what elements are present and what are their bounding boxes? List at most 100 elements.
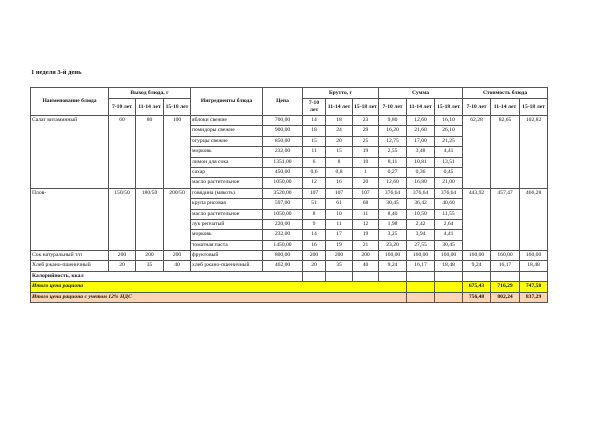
- total-vat-value: 756,48: [462, 291, 492, 304]
- ingredient-brutto: 19: [352, 229, 380, 241]
- dish-yield: 150/50: [108, 187, 136, 252]
- header-cost: Стоимость блюда: [462, 87, 549, 99]
- total-value: 675,43: [462, 281, 492, 293]
- dish-cost: 160,00: [490, 250, 521, 262]
- dish-cost: 9,24: [462, 260, 492, 272]
- dish-yield: 100: [162, 115, 192, 189]
- ingredient-name: масло растительное: [190, 177, 264, 189]
- ingredient-name: морковь: [190, 146, 264, 158]
- ingredient-sum: 9,24: [378, 260, 408, 272]
- ingredient-sum: 21,25: [434, 135, 464, 148]
- ingredient-price: 800,00: [262, 250, 304, 262]
- ingredient-brutto: 14: [302, 229, 327, 241]
- ingredient-sum: 21,60: [406, 125, 436, 137]
- dish-cost: 82,65: [490, 115, 521, 189]
- ingredient-price: 700,00: [262, 114, 304, 127]
- header-age-yield: 11-14 лет: [135, 98, 164, 116]
- empty-cell: [434, 281, 464, 293]
- dish-cost: 102,82: [519, 115, 549, 189]
- dish-name: Салат витаминный: [30, 115, 109, 189]
- header-ingredients: Ингредиенты блюда: [190, 87, 264, 116]
- ingredient-sum: 23,20: [378, 239, 408, 252]
- ingredient-brutto: 35: [325, 260, 354, 272]
- calories-cell: [406, 270, 436, 283]
- ingredient-price: 597,00: [262, 198, 304, 210]
- ingredient-price: 1050,00: [262, 208, 304, 220]
- ingredient-sum: 4,41: [434, 146, 464, 158]
- header-age-sum: 7-10 лет: [378, 98, 408, 116]
- ingredient-sum: 376,64: [378, 187, 408, 200]
- ingredient-sum: 16,20: [378, 125, 408, 137]
- header-yield: Выход блюда, г: [107, 87, 192, 99]
- ingredient-sum: 160,00: [378, 250, 408, 262]
- ingredient-brutto: 21: [352, 239, 380, 252]
- calories-cell: [434, 270, 464, 283]
- ingredient-brutto: 23: [352, 114, 380, 127]
- ingredient-name: морковь: [190, 229, 264, 241]
- total-vat-label: Итого цена рациона с учетом 12% НДС: [29, 291, 408, 304]
- ingredient-brutto: 68: [352, 198, 380, 210]
- ingredient-brutto: 19: [352, 146, 380, 158]
- dish-cost: 16,17: [490, 260, 521, 272]
- ingredient-sum: 13,51: [434, 156, 464, 168]
- empty-cell: [406, 281, 436, 293]
- ingredient-brutto: 14: [302, 114, 327, 127]
- ingredient-brutto: 16: [302, 239, 327, 252]
- ingredient-brutto: 18: [302, 125, 327, 137]
- ingredient-sum: 11,55: [434, 208, 464, 220]
- ingredient-name: хлеб ржано-пшеничный: [190, 260, 264, 272]
- dish-yield: 200: [135, 250, 164, 262]
- dish-cost: 457,47: [490, 187, 521, 252]
- ingredient-brutto: 11: [302, 146, 327, 158]
- ingredient-sum: 10,50: [406, 208, 436, 220]
- ingredient-brutto: 20: [302, 260, 327, 272]
- ingredient-brutto: 0,8: [325, 166, 354, 179]
- calories-cell: [462, 270, 492, 283]
- ingredient-brutto: 29: [352, 125, 380, 137]
- dish-yield: 35: [135, 260, 164, 272]
- ingredient-sum: 18,48: [434, 260, 464, 272]
- ingredient-sum: 12,60: [378, 177, 408, 189]
- calories-cell: [352, 270, 380, 283]
- table-row: морковь 232,00 14 17 19 3,25 3,94 4,41: [31, 229, 548, 241]
- ingredient-name: лимон для сока: [190, 156, 264, 168]
- header-age-sum: 15-18 лет: [434, 98, 464, 116]
- calories-label: Калорийность, ккал: [29, 270, 304, 283]
- dish-cost: 160,00: [462, 250, 492, 262]
- total-row: Итого цена рациона 675,43 716,29 747,58: [29, 281, 549, 293]
- ingredient-price: 450,00: [262, 166, 304, 179]
- ingredient-price: 3520,00: [262, 187, 304, 200]
- ingredient-price: 900,00: [262, 125, 304, 137]
- ingredient-name: сахар: [190, 166, 264, 179]
- header-age-brutto: 15-18 лет: [352, 98, 380, 116]
- ingredient-sum: 16,17: [406, 260, 436, 272]
- ingredient-sum: 30,45: [378, 198, 408, 210]
- table-row: Сок натуральный т/п 200 200 200 фруктовый 800…: [30, 250, 549, 262]
- ingredient-brutto: 15: [302, 135, 327, 148]
- header-age-brutto: 7-10 лет: [302, 98, 327, 116]
- ingredient-brutto: 107: [325, 187, 354, 200]
- ingredient-sum: 12,60: [406, 114, 436, 127]
- total-vat-value: 802,24: [490, 291, 521, 304]
- ingredient-brutto: 19: [325, 239, 354, 252]
- calories-cell: [302, 270, 327, 283]
- ingredient-brutto: 25: [352, 135, 380, 148]
- ingredient-brutto: 24: [325, 125, 354, 137]
- ingredient-brutto: 51: [302, 198, 327, 210]
- ingredient-brutto: 11: [352, 208, 380, 220]
- ingredient-sum: 8,40: [378, 208, 408, 220]
- header-brutto: Брутто, г: [302, 87, 380, 99]
- ingredient-name: огурцы свежие: [190, 135, 264, 148]
- calories-cell: [490, 270, 521, 283]
- ingredient-brutto: 9: [302, 218, 327, 231]
- dish-yield: 200: [108, 250, 136, 262]
- ingredient-brutto: 8: [325, 156, 354, 168]
- ingredient-sum: 0,45: [434, 166, 464, 179]
- ingredient-price: 1351,00: [262, 156, 304, 168]
- calories-cell: [519, 270, 549, 283]
- header-age-sum: 11-14 лет: [406, 98, 436, 116]
- ingredient-brutto: 0,6: [302, 166, 327, 179]
- table-row: Плов- 150/50 180/50 200/50 говядина (мякоть)…: [30, 187, 549, 252]
- ingredient-sum: 21,00: [434, 177, 464, 189]
- ingredient-brutto: 20: [352, 177, 380, 189]
